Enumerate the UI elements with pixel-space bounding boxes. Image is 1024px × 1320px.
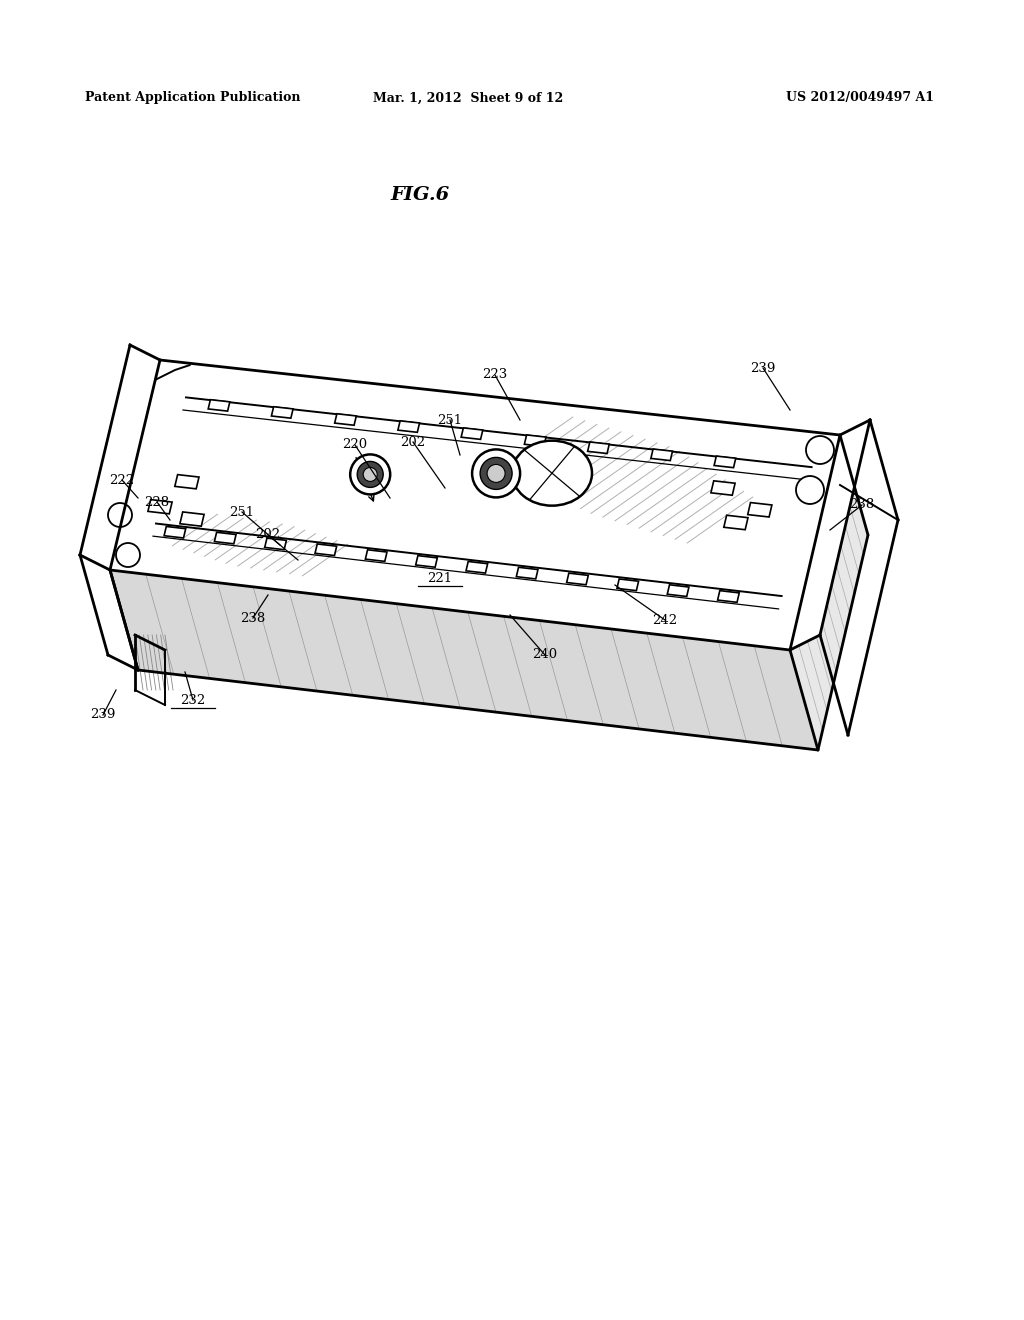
Polygon shape [566,573,588,585]
Text: Mar. 1, 2012  Sheet 9 of 12: Mar. 1, 2012 Sheet 9 of 12 [373,91,563,104]
Polygon shape [748,503,772,517]
Text: 222: 222 [110,474,134,487]
Text: FIG.6: FIG.6 [390,186,450,205]
Polygon shape [80,345,160,570]
Text: 238: 238 [241,611,265,624]
Polygon shape [208,400,229,411]
Polygon shape [180,512,204,527]
Polygon shape [214,532,237,544]
Text: 221: 221 [427,572,453,585]
Text: 251: 251 [437,413,463,426]
Text: 251: 251 [229,506,255,519]
Polygon shape [271,407,293,418]
Circle shape [364,467,377,482]
Polygon shape [416,556,437,568]
Polygon shape [265,539,287,549]
Circle shape [357,462,383,487]
Text: 239: 239 [751,362,776,375]
Circle shape [108,503,132,527]
Polygon shape [714,457,735,467]
Text: 220: 220 [342,438,368,451]
Text: 202: 202 [255,528,281,541]
Text: 242: 242 [652,614,678,627]
Polygon shape [461,428,482,440]
Polygon shape [175,475,199,488]
Polygon shape [524,434,546,446]
Polygon shape [466,561,487,573]
Polygon shape [516,568,538,579]
Circle shape [806,436,834,465]
Polygon shape [366,550,387,561]
Polygon shape [668,585,689,597]
Polygon shape [711,480,735,495]
Polygon shape [398,421,420,433]
Text: 228: 228 [144,495,170,508]
Text: US 2012/0049497 A1: US 2012/0049497 A1 [786,91,934,104]
Circle shape [487,465,505,482]
Polygon shape [335,413,356,425]
Text: 232: 232 [180,693,206,706]
Polygon shape [315,544,337,556]
Polygon shape [110,570,818,750]
Text: 202: 202 [400,436,426,449]
Polygon shape [651,449,673,461]
Text: 240: 240 [532,648,557,661]
Polygon shape [718,590,739,602]
Ellipse shape [512,441,592,506]
Polygon shape [617,579,639,590]
Text: 239: 239 [90,709,116,722]
Circle shape [350,454,390,495]
Circle shape [472,449,520,498]
Polygon shape [164,527,185,539]
Text: 223: 223 [482,368,508,381]
Polygon shape [588,442,609,454]
Polygon shape [790,420,870,649]
Polygon shape [724,515,748,529]
Text: 238: 238 [849,499,874,511]
Polygon shape [147,499,172,513]
Polygon shape [790,436,868,750]
Text: Patent Application Publication: Patent Application Publication [85,91,300,104]
Circle shape [116,543,140,568]
Circle shape [796,477,824,504]
Circle shape [480,458,512,490]
Polygon shape [110,360,840,649]
